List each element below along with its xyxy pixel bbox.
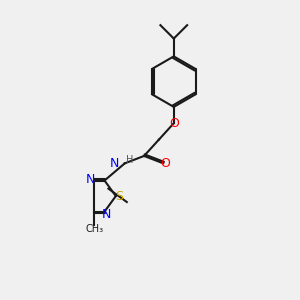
- Text: H: H: [125, 155, 133, 165]
- Text: N: N: [110, 157, 119, 170]
- Text: N: N: [101, 208, 111, 221]
- Text: S: S: [116, 190, 123, 202]
- Text: O: O: [160, 157, 170, 170]
- Text: O: O: [169, 117, 179, 130]
- Text: N: N: [86, 172, 95, 185]
- Text: CH₃: CH₃: [85, 224, 103, 234]
